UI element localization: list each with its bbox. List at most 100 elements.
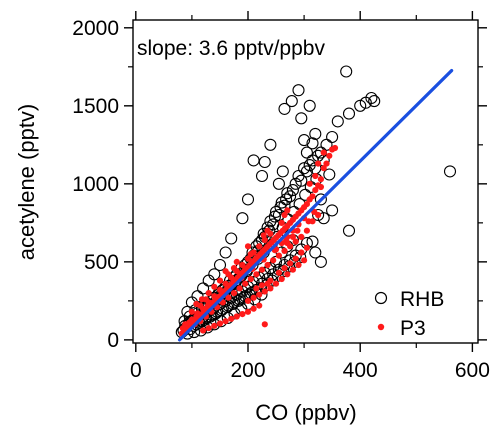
legend-label-rhb: RHB [400, 288, 444, 311]
rhb-point [309, 127, 322, 140]
p3-point [278, 275, 285, 283]
p3-point [264, 280, 271, 287]
p3-point [298, 233, 305, 240]
rhb-point [314, 255, 327, 268]
rhb-point [236, 212, 249, 225]
rhb-point [340, 65, 353, 78]
p3-point [275, 252, 282, 259]
y-tick-label: 2000 [72, 17, 119, 40]
p3-point [193, 313, 200, 320]
x-tick-label: 600 [455, 359, 490, 382]
p3-point [193, 300, 200, 308]
rhb-point [298, 134, 311, 147]
p3-point [258, 282, 266, 289]
p3-point [323, 160, 330, 167]
rhb-point [300, 165, 313, 178]
rhb-point [272, 177, 285, 190]
plot-area [175, 65, 457, 342]
p3-point [239, 311, 246, 318]
p3-point [188, 308, 195, 315]
rhb-point [326, 204, 339, 217]
p3-point [233, 258, 240, 265]
p3-point [205, 290, 212, 297]
p3-point [216, 286, 224, 293]
x-tick-label: 200 [230, 359, 265, 382]
p3-point [236, 285, 243, 292]
p3-point [292, 238, 299, 245]
rhb-point [280, 193, 293, 206]
p3-point [222, 280, 229, 287]
p3-point [287, 260, 294, 267]
p3-point [267, 285, 274, 292]
rhb-point [368, 95, 381, 108]
rhb-point [202, 274, 215, 287]
rhb-point [323, 168, 336, 181]
rhb-point [295, 174, 308, 187]
p3-point [289, 233, 296, 240]
legend: RHB P3 [374, 288, 444, 340]
rhb-point [241, 193, 255, 206]
rhb-point [286, 184, 299, 197]
p3-point [312, 172, 319, 180]
rhb-point [255, 288, 268, 301]
rhb-point [276, 165, 289, 178]
p3-point [326, 152, 333, 159]
y-tick-label: 0 [107, 329, 119, 352]
p3-point [320, 165, 327, 172]
p3-point [303, 227, 310, 234]
rhb-point [197, 282, 210, 295]
rhb-point [443, 165, 457, 178]
p3-point [250, 294, 257, 301]
p3-point [222, 268, 229, 275]
rhb-point [342, 107, 356, 120]
rhb-point [326, 130, 339, 144]
y-tick-label: 1000 [72, 173, 119, 196]
p3-point [309, 193, 316, 200]
p3-point [230, 290, 238, 297]
rhb-point [303, 99, 316, 112]
rhb-point [258, 155, 271, 169]
rhb-point [354, 99, 367, 112]
p3-point [331, 144, 339, 152]
x-tick-label: 400 [343, 359, 378, 382]
rhb-point [213, 258, 227, 272]
p3-point [270, 257, 277, 264]
p3-point [306, 180, 313, 187]
p3-point [244, 297, 252, 304]
p3-point [216, 277, 224, 284]
p3-point [256, 302, 263, 309]
slope-annotation: slope: 3.6 pptv/ppbv [137, 37, 325, 60]
p3-point [261, 288, 268, 295]
p3-point [211, 322, 218, 329]
p3-point [253, 271, 260, 278]
rhb-point [225, 232, 238, 245]
p3-point [281, 211, 288, 219]
legend-label-p3: P3 [400, 317, 426, 340]
p3-point [184, 322, 191, 329]
p3-point [230, 265, 238, 272]
rhb-point [264, 215, 277, 228]
p3-point [317, 176, 324, 183]
p3-point [244, 243, 252, 250]
p3-point [292, 255, 299, 262]
p3-point [264, 261, 271, 269]
rhb-point [306, 235, 319, 248]
rhb-point [289, 177, 302, 190]
p3-point [303, 244, 310, 251]
p3-point [242, 280, 249, 287]
p3-point [244, 308, 252, 315]
p3-point [284, 207, 291, 214]
legend-marker-rhb [374, 291, 388, 305]
rhb-point [309, 246, 322, 259]
plot-frame [132, 19, 479, 344]
rhb-point [365, 91, 378, 105]
p3-point [200, 327, 207, 334]
p3-point [264, 227, 271, 234]
rhb-point [264, 138, 277, 151]
p3-point [303, 201, 310, 208]
p3-point [315, 160, 322, 167]
p3-point [211, 283, 218, 290]
p3-point [204, 303, 211, 310]
p3-point [253, 285, 260, 292]
rhb-point [219, 246, 232, 259]
